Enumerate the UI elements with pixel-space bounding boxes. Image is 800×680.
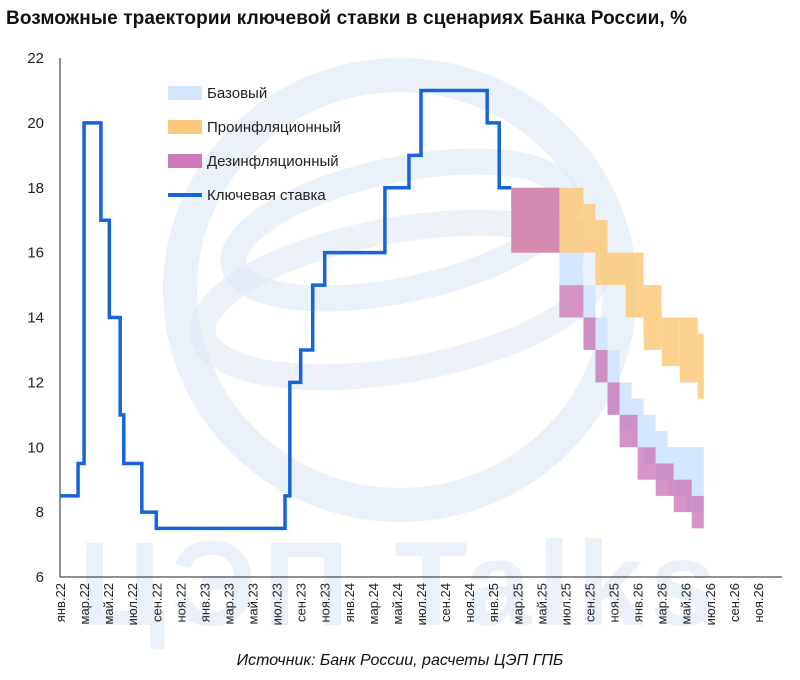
- x-tick-label: июл.26: [703, 583, 718, 625]
- proinflation-band-segment: [661, 317, 680, 367]
- x-tick-label: май.26: [679, 583, 694, 625]
- x-tick-label: сен.23: [294, 583, 309, 622]
- y-tick-label: 10: [27, 439, 44, 456]
- y-tick-label: 8: [36, 504, 44, 521]
- x-tick-label: май.25: [534, 583, 549, 625]
- x-tick-label: май.23: [246, 583, 261, 625]
- chart-title: Возможные траектории ключевой ставки в с…: [6, 8, 688, 29]
- x-tick-label: ноя.22: [173, 583, 188, 623]
- watermark-globe: [163, 58, 637, 522]
- legend-base-swatch: [168, 86, 202, 100]
- x-tick-label: июл.25: [558, 583, 573, 625]
- y-tick-label: 14: [27, 310, 44, 327]
- x-tick-label: янв.22: [53, 583, 68, 622]
- scenario-bands: [511, 187, 704, 529]
- proinflation-band-segment: [595, 220, 608, 286]
- x-tick-label: июл.24: [414, 583, 429, 625]
- disinflation-band-segment: [559, 285, 584, 318]
- x-tick-label: ноя.25: [607, 583, 622, 623]
- disinflation-band-segment: [511, 187, 560, 253]
- proinflation-band-segment: [679, 317, 698, 383]
- proinflation-band-segment: [607, 252, 626, 286]
- y-tick-label: 22: [27, 50, 44, 67]
- x-tick-label: мар.26: [655, 583, 670, 624]
- disinflation-band-segment: [595, 349, 608, 383]
- disinflation-band-segment: [637, 447, 656, 480]
- proinflation-band-segment: [697, 333, 704, 399]
- source-note: Источник: Банк России, расчеты ЦЭП ГПБ: [236, 652, 564, 669]
- x-tick-label: мар.22: [77, 583, 92, 624]
- proinflation-band-segment: [643, 285, 662, 350]
- x-tick-label: сен.25: [582, 583, 597, 622]
- key-rate-line-group: [60, 88, 512, 531]
- legend-key-rate-label: Ключевая ставка: [207, 187, 326, 204]
- x-tick-label: мар.25: [510, 583, 525, 624]
- x-tick-label: янв.26: [631, 583, 646, 622]
- y-tick-label: 6: [36, 569, 44, 586]
- disinflation-band-segment: [691, 495, 704, 529]
- disinflation-band-segment: [619, 414, 638, 448]
- x-tick-label: май.24: [390, 583, 405, 625]
- x-tick-label: мар.24: [366, 583, 381, 624]
- x-tick-label: сен.24: [438, 583, 453, 622]
- plot-area: 6 8 10 12 14 16 18 20 22 янв.22 мар.22 май.22 июл.22…: [27, 50, 782, 625]
- rate-chart: ЦЭП Talks 6 8 10 12 14 16 18 20 22 янв.22 мар.22 ма…: [27, 50, 782, 650]
- x-tick-label: янв.24: [342, 583, 357, 622]
- y-tick-label: 12: [27, 374, 44, 391]
- x-tick-label: июл.23: [270, 583, 285, 625]
- x-tick-label: июл.22: [125, 583, 140, 625]
- x-tick-label: ноя.24: [462, 583, 477, 623]
- legend: Базовый Проинфляционный Дезинфляционный Клю…: [168, 85, 341, 204]
- watermark: ЦЭП Talks: [78, 58, 723, 650]
- x-tick-label: ноя.26: [751, 583, 766, 623]
- legend-proinflation-label: Проинфляционный: [207, 119, 341, 136]
- x-tick-label: янв.23: [197, 583, 212, 622]
- y-tick-label: 20: [27, 115, 44, 132]
- disinflation-band-segment: [607, 382, 620, 415]
- legend-base-label: Базовый: [207, 85, 267, 102]
- legend-disinflation-label: Дезинфляционный: [207, 153, 339, 170]
- key-rate-line: [60, 88, 512, 531]
- y-tick-label: 18: [27, 180, 44, 197]
- disinflation-band-segment: [655, 463, 674, 496]
- disinflation-band-segment: [583, 317, 596, 350]
- x-tick-label: мар.23: [221, 583, 236, 624]
- proinflation-band-segment: [625, 252, 644, 318]
- legend-proinflation-swatch: [168, 120, 202, 134]
- y-tick-label: 16: [27, 245, 44, 262]
- legend-disinflation-swatch: [168, 154, 202, 168]
- x-tick-label: сен.22: [149, 583, 164, 622]
- x-tick-label: май.22: [101, 583, 116, 625]
- disinflation-band-segment: [673, 479, 692, 513]
- x-tick-label: янв.25: [486, 583, 501, 622]
- watermark-text: ЦЭП Talks: [78, 517, 723, 650]
- x-tick-label: ноя.23: [318, 583, 333, 623]
- x-tick-label: сен.26: [727, 583, 742, 622]
- proinflation-band-segment: [583, 203, 596, 253]
